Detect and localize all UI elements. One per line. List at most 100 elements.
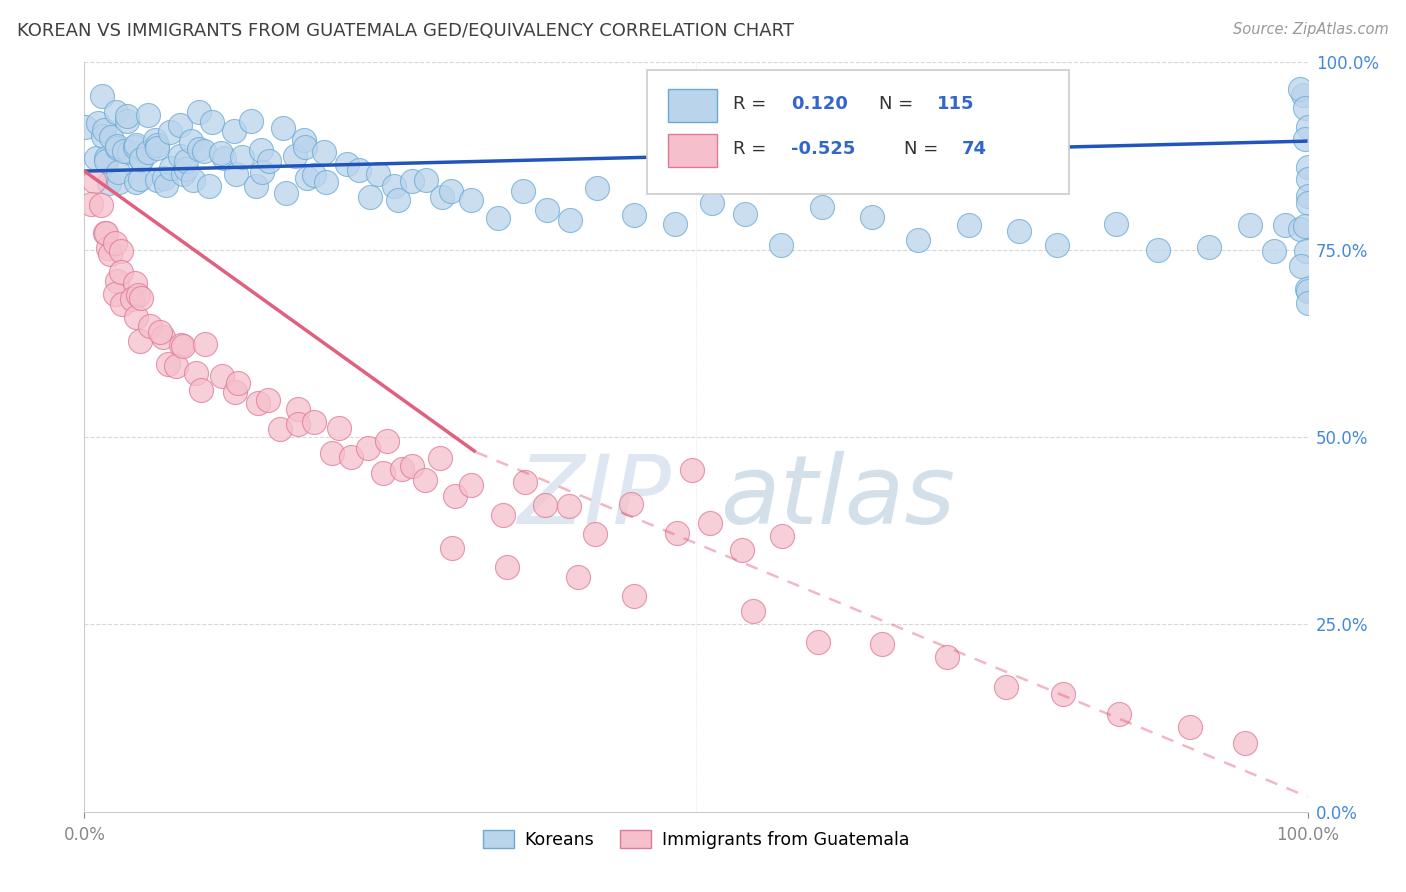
Point <box>269 422 291 436</box>
Point <box>104 104 127 119</box>
Point <box>184 366 207 380</box>
Point <box>107 175 129 189</box>
Point <box>558 500 581 514</box>
Text: ZIP: ZIP <box>517 450 672 543</box>
Point <box>149 325 172 339</box>
Point <box>1296 295 1319 310</box>
Point <box>1008 224 1031 238</box>
Point <box>295 171 318 186</box>
Point <box>145 140 167 154</box>
Point <box>284 149 307 163</box>
Point <box>1046 238 1069 252</box>
Point <box>231 150 253 164</box>
Text: N =: N = <box>904 140 943 158</box>
Point <box>104 236 127 251</box>
Point <box>117 109 139 123</box>
Point <box>328 421 350 435</box>
Point <box>146 138 169 153</box>
Text: R =: R = <box>733 140 772 158</box>
Point <box>84 152 107 166</box>
Point <box>1296 188 1319 202</box>
Point <box>415 173 437 187</box>
Point <box>257 392 280 407</box>
Point <box>1296 120 1319 134</box>
Point <box>1180 720 1202 734</box>
Point <box>1295 244 1317 258</box>
Point <box>294 139 316 153</box>
Point <box>112 145 135 159</box>
Point <box>187 105 209 120</box>
Point <box>129 152 152 166</box>
Point <box>681 463 703 477</box>
Point <box>440 184 463 198</box>
Point <box>100 129 122 144</box>
Point <box>742 604 765 618</box>
Point <box>129 292 152 306</box>
Point <box>731 543 754 558</box>
Point <box>491 508 513 523</box>
Point <box>125 175 148 189</box>
Point <box>276 186 298 200</box>
Point <box>359 190 381 204</box>
Point <box>271 121 294 136</box>
Point <box>1233 736 1256 750</box>
Point <box>91 129 114 144</box>
Point <box>193 144 215 158</box>
Point <box>93 123 115 137</box>
Point <box>1052 687 1074 701</box>
Point <box>583 527 606 541</box>
Point <box>128 334 150 348</box>
Text: R =: R = <box>733 95 772 112</box>
Point <box>174 161 197 176</box>
Point <box>211 368 233 383</box>
Point <box>533 498 555 512</box>
Point <box>496 560 519 574</box>
Text: -0.525: -0.525 <box>792 140 856 158</box>
Point <box>90 198 112 212</box>
Point <box>115 113 138 128</box>
Point <box>367 167 389 181</box>
Point <box>935 649 957 664</box>
Point <box>174 153 197 168</box>
Point <box>770 529 793 543</box>
Point <box>870 637 893 651</box>
Point <box>401 458 423 473</box>
Point <box>336 157 359 171</box>
Point <box>810 200 832 214</box>
Point <box>156 357 179 371</box>
Point <box>249 143 271 157</box>
Point <box>357 441 380 455</box>
Point <box>159 125 181 139</box>
Point <box>460 478 482 492</box>
Point <box>80 197 103 211</box>
Point <box>375 434 398 448</box>
Point <box>1289 82 1312 96</box>
Point <box>391 461 413 475</box>
Point <box>172 167 194 181</box>
Point <box>94 153 117 168</box>
Point <box>1274 218 1296 232</box>
Legend: Koreans, Immigrants from Guatemala: Koreans, Immigrants from Guatemala <box>475 822 917 855</box>
Point <box>321 446 343 460</box>
Point <box>83 174 105 188</box>
Point <box>224 384 246 399</box>
Point <box>129 153 152 167</box>
Point <box>105 138 128 153</box>
Point <box>664 217 686 231</box>
Point <box>159 161 181 175</box>
Point <box>172 339 194 353</box>
Point <box>304 168 326 182</box>
Point <box>567 570 589 584</box>
Point <box>1296 195 1319 210</box>
Point <box>315 175 337 189</box>
Point <box>136 145 159 160</box>
Point <box>194 337 217 351</box>
Point <box>1263 244 1285 259</box>
Point <box>623 590 645 604</box>
Point <box>136 108 159 122</box>
Text: 0.120: 0.120 <box>792 95 848 112</box>
Point <box>257 153 280 168</box>
Point <box>807 634 830 648</box>
Point <box>907 233 929 247</box>
Point <box>169 148 191 162</box>
